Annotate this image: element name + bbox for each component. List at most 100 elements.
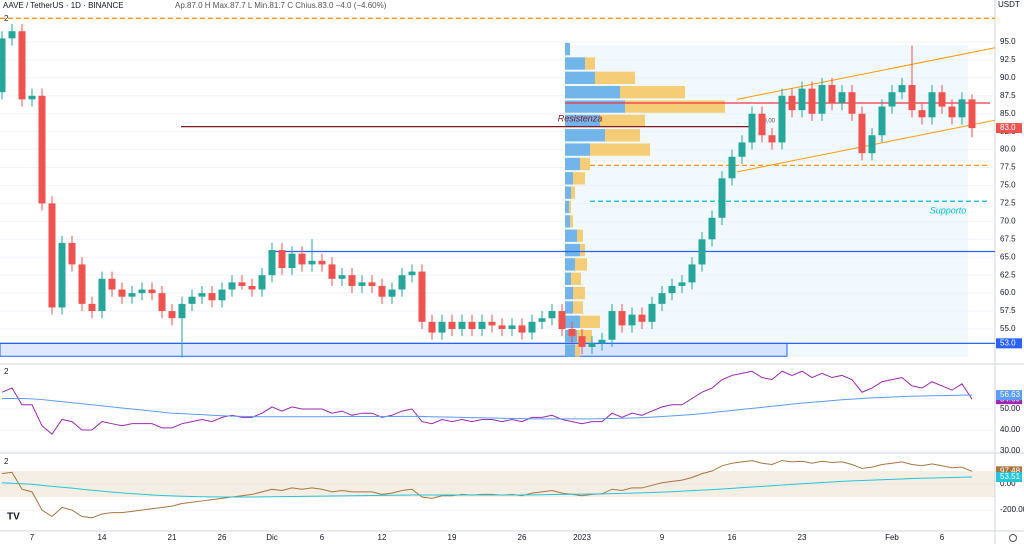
candle-body xyxy=(398,275,406,290)
candle-body xyxy=(968,99,976,129)
candle-body xyxy=(338,275,346,279)
channel-line xyxy=(736,119,996,173)
x-tick-label: 14 xyxy=(98,533,107,542)
candle-body xyxy=(868,135,876,154)
candle-body xyxy=(588,343,596,347)
candle-body xyxy=(258,275,266,290)
y-tick-label: 70.0 xyxy=(1000,216,1016,225)
candle-body xyxy=(288,253,296,269)
y-tick-label: 0.00 xyxy=(1000,479,1016,488)
x-tick-label: 6 xyxy=(940,533,945,542)
candle-body xyxy=(748,113,756,143)
level-label: Supporto xyxy=(930,205,967,215)
candle-body xyxy=(898,85,906,93)
x-tick-label: 16 xyxy=(728,533,737,542)
profile-bar xyxy=(565,186,571,199)
profile-bar xyxy=(605,129,640,142)
candle-body xyxy=(68,242,76,265)
profile-bar xyxy=(580,315,600,328)
pane-label: 2 xyxy=(4,14,9,23)
candle-body xyxy=(648,303,656,322)
level-label: Resistenza xyxy=(558,113,603,123)
x-tick-label: 7 xyxy=(30,533,35,542)
profile-bar xyxy=(571,272,581,285)
candle-body xyxy=(508,325,516,329)
y-tick-label: 60.0 xyxy=(1000,288,1016,297)
candle-body xyxy=(368,282,376,286)
candle-body xyxy=(208,293,216,301)
x-tick-label: Dic xyxy=(266,533,278,542)
y-tick-label: -200.00 xyxy=(1000,505,1024,514)
candle-body xyxy=(528,321,536,333)
candle-body xyxy=(888,92,896,107)
y-tick-label: 90.0 xyxy=(1000,73,1016,82)
candle-body xyxy=(668,285,676,294)
candle-body xyxy=(678,282,686,286)
candle-body xyxy=(708,217,716,240)
x-tick-label: 9 xyxy=(660,533,665,542)
candle-body xyxy=(818,85,826,114)
candle-body xyxy=(848,92,856,114)
candle-body xyxy=(948,106,956,118)
settings-icon[interactable] xyxy=(1009,534,1017,542)
profile-bar xyxy=(573,172,585,185)
profile-bar xyxy=(565,172,573,185)
y-tick-label: 55.0 xyxy=(1000,324,1016,333)
candle-body xyxy=(358,282,366,286)
candle-body xyxy=(618,311,626,326)
profile-bar xyxy=(565,42,570,56)
candle-body xyxy=(938,92,946,107)
y-tick-label: 92.5 xyxy=(1000,55,1016,64)
candle-body xyxy=(308,260,316,265)
candle-body xyxy=(478,321,486,329)
currency: USDT xyxy=(998,0,1020,9)
profile-bar xyxy=(565,143,590,156)
y-tick-label: 67.5 xyxy=(1000,234,1016,243)
profile-bar xyxy=(565,129,605,142)
candle-body xyxy=(318,260,326,265)
profile-bar xyxy=(573,301,583,314)
indicator-line xyxy=(1,476,973,498)
candle-body xyxy=(438,321,446,333)
y-tick-label: 95.0 xyxy=(1000,37,1016,46)
candle-body xyxy=(188,296,196,304)
candle-body xyxy=(728,156,736,179)
x-tick-label: 6 xyxy=(320,533,325,542)
pane-label: 2 xyxy=(4,457,9,466)
profile-bar xyxy=(625,100,725,113)
candle-body xyxy=(128,293,136,297)
channel-line xyxy=(736,47,996,100)
indicator-line xyxy=(1,370,973,435)
profile-bar xyxy=(565,272,571,285)
y-tick-label: 87.5 xyxy=(1000,91,1016,100)
candle-body xyxy=(658,293,666,304)
candle-body xyxy=(828,85,836,103)
price-badge-label: 97.48 xyxy=(1000,466,1021,475)
profile-bar xyxy=(620,86,685,99)
candle-body xyxy=(348,275,356,286)
candle-body xyxy=(328,264,336,279)
y-tick-label: 75.0 xyxy=(1000,181,1016,190)
profile-bar xyxy=(565,157,580,171)
x-tick-label: 26 xyxy=(218,533,227,542)
band xyxy=(0,471,995,498)
profile-bar xyxy=(600,114,645,128)
price-badge-label: 53.51 xyxy=(1000,472,1021,481)
candle-body xyxy=(468,321,476,329)
profile-bar xyxy=(595,71,635,85)
profile-bar xyxy=(571,186,575,199)
candle-body xyxy=(0,38,6,93)
profile-bar xyxy=(569,200,571,214)
profile-bar xyxy=(585,57,595,70)
candle-body xyxy=(138,289,146,294)
candle-body xyxy=(578,336,586,347)
candle-body xyxy=(928,92,936,118)
candle-body xyxy=(158,293,166,312)
candle-body xyxy=(548,311,556,319)
candle-body xyxy=(778,95,786,143)
candle-body xyxy=(908,85,916,111)
profile-bar xyxy=(577,229,583,242)
x-tick-label: 19 xyxy=(448,533,457,542)
candle-body xyxy=(768,135,776,143)
candle-body xyxy=(958,99,966,118)
